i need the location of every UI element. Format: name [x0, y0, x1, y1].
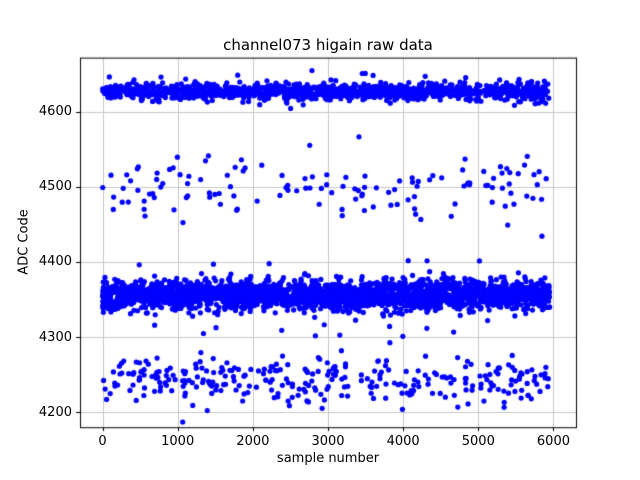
x-tick-label: 4000	[386, 434, 420, 450]
y-tick-label: 4600	[38, 104, 72, 120]
chart-title: channel073 higain raw data	[223, 36, 433, 54]
x-tick-label: 0	[98, 434, 107, 450]
y-tick-label: 4300	[38, 329, 72, 345]
x-tick-label: 1000	[161, 434, 195, 450]
x-tick-label: 6000	[536, 434, 570, 450]
y-tick-label: 4500	[38, 179, 72, 195]
x-tick-label: 3000	[311, 434, 345, 450]
x-tick-label: 2000	[236, 434, 270, 450]
y-tick-label: 4400	[38, 254, 72, 270]
x-axis-label: sample number	[276, 451, 380, 466]
x-tick-label: 5000	[461, 434, 495, 450]
y-tick-label: 4200	[38, 404, 72, 420]
